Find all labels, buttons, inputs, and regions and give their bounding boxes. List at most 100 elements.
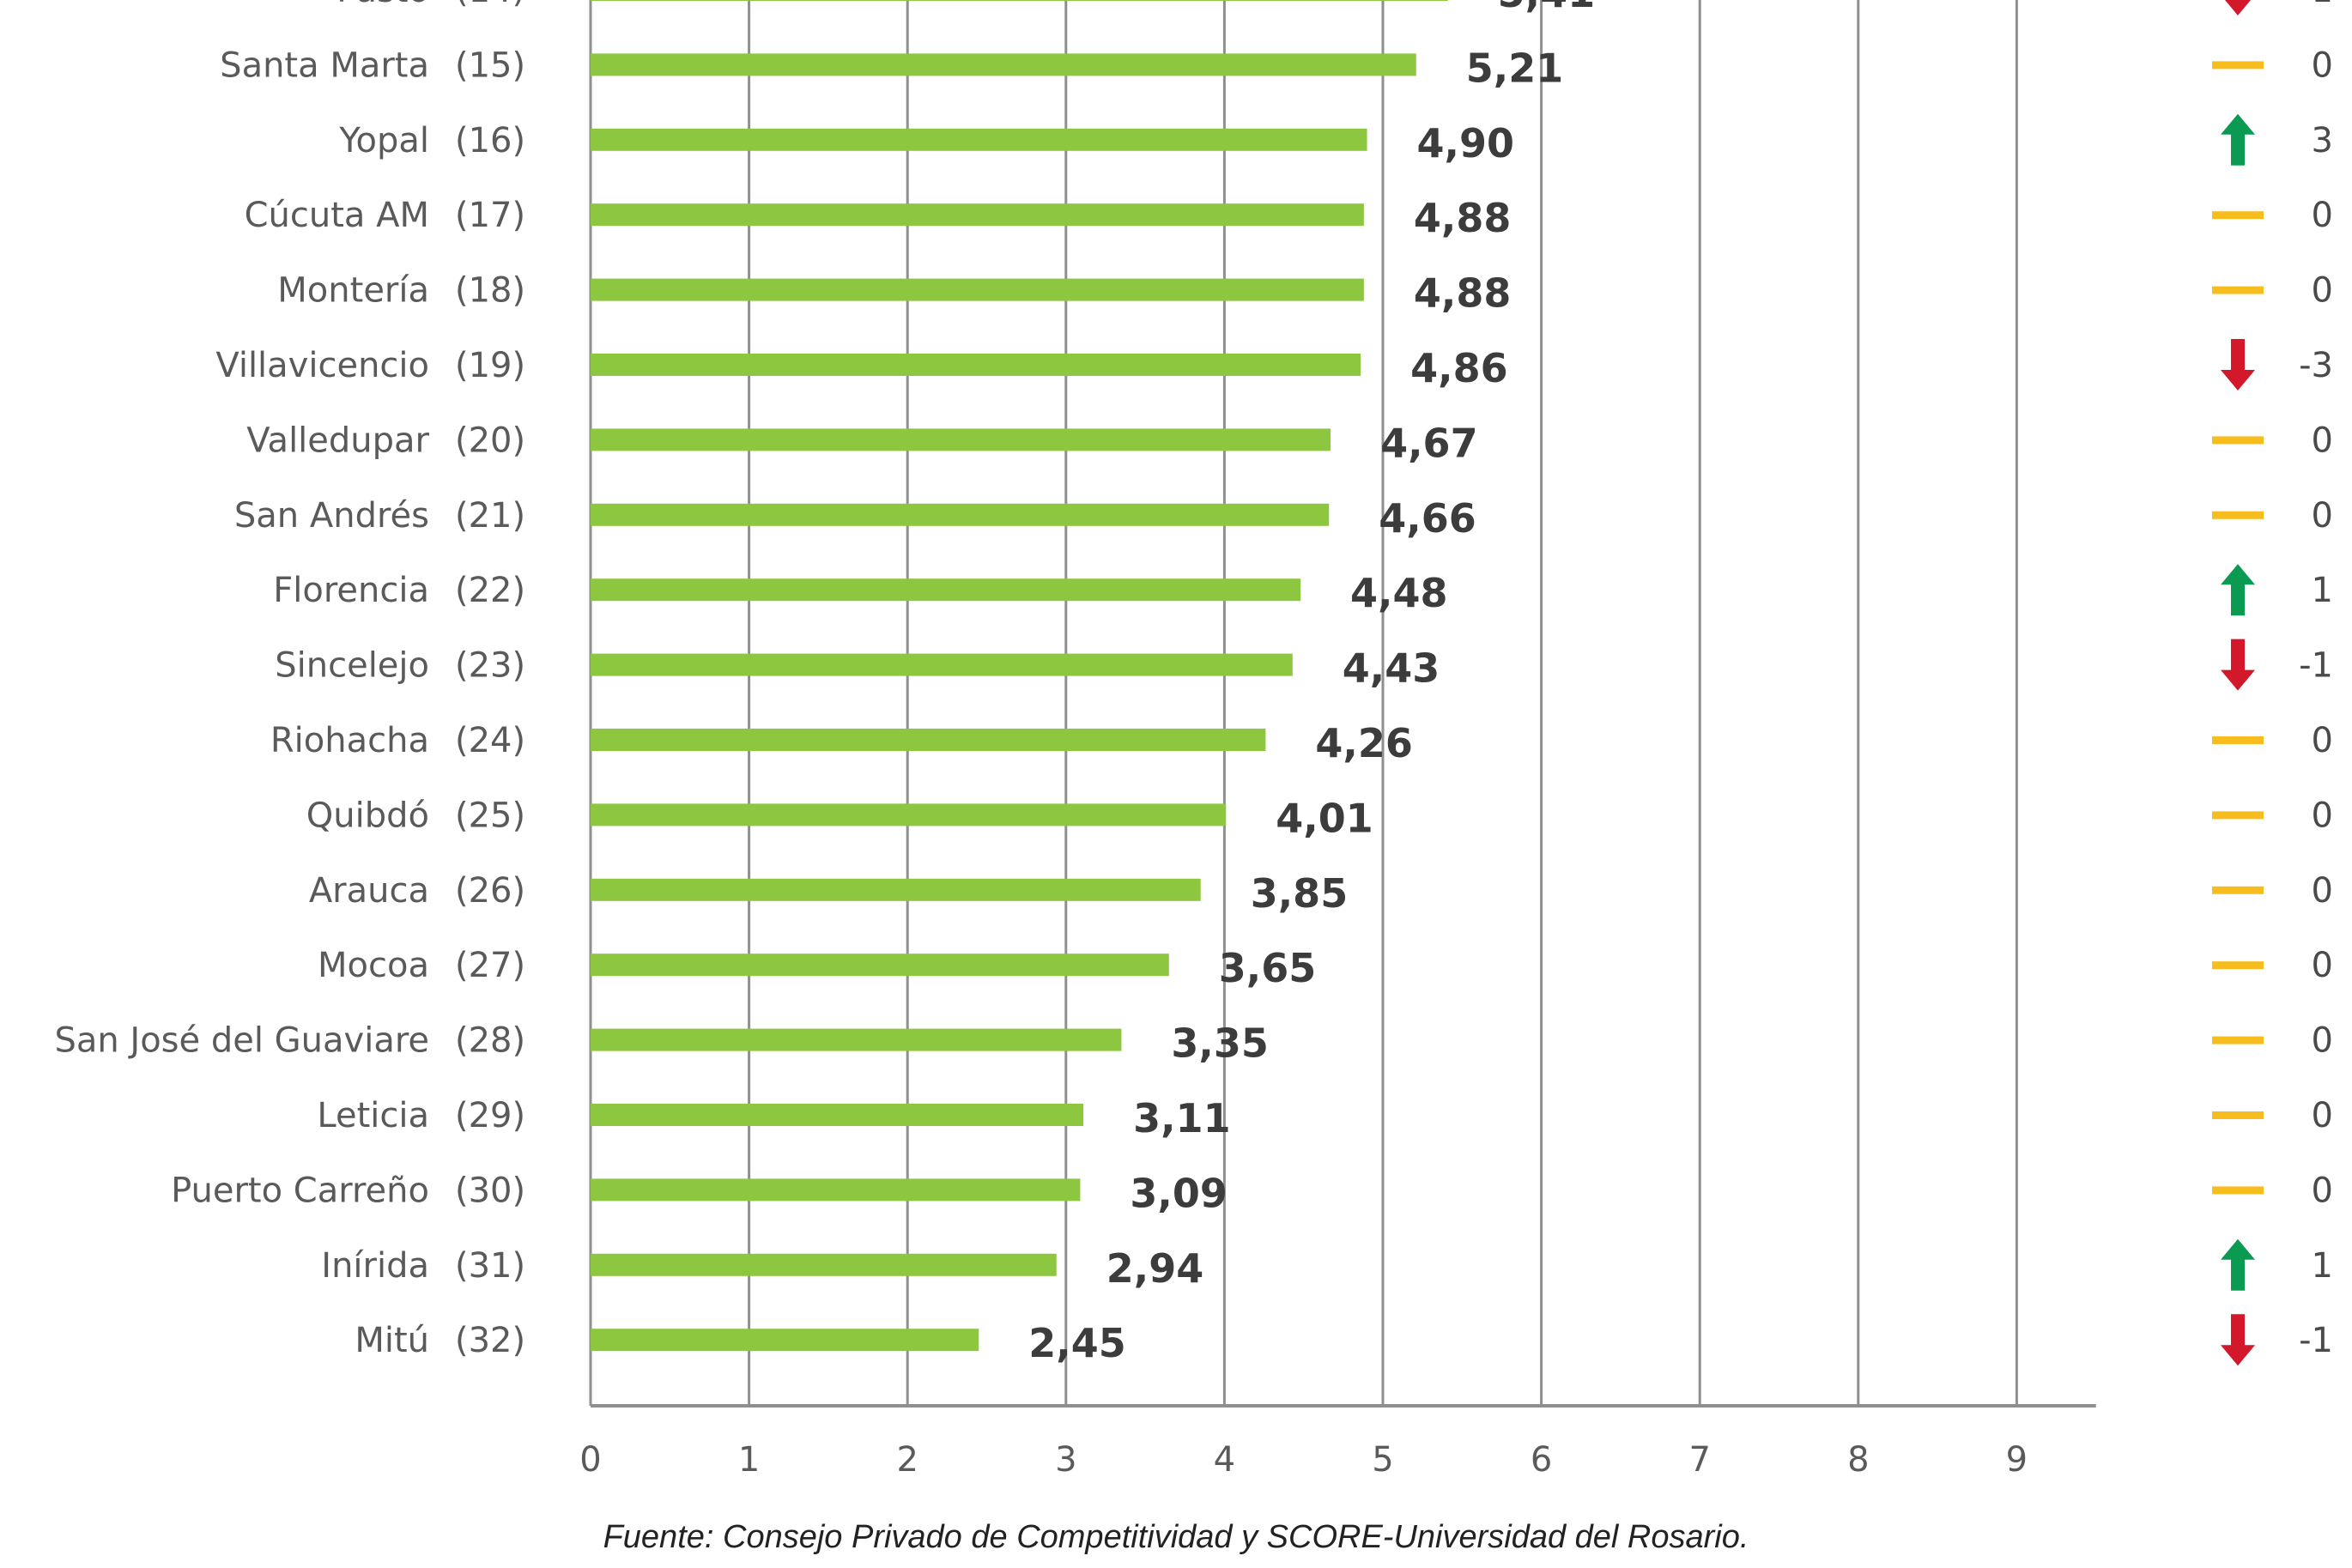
category-label: Cúcuta AM [245, 196, 429, 235]
bar-8 [591, 578, 1301, 602]
x-tick-label-1: 1 [738, 1440, 760, 1480]
value-label: 2,94 [1106, 1245, 1204, 1292]
arrow-up-icon [2221, 564, 2255, 616]
bar-3 [591, 203, 1364, 227]
x-tick-label-4: 4 [1214, 1440, 1235, 1480]
rank-changes: -1 0 3 0 0 -3 0 0 1 -1 0 0 0 0 0 0 0 1 -1 [2212, 0, 2333, 1366]
rank-change-label: 0 [2312, 496, 2333, 536]
rank-label: (32) [455, 1321, 525, 1360]
bar-6 [591, 428, 1331, 451]
bar-12 [591, 878, 1201, 901]
rank-label: (27) [455, 946, 525, 985]
value-label: 3,35 [1171, 1020, 1269, 1067]
bar-14 [591, 1028, 1122, 1051]
arrow-up-icon [2221, 113, 2255, 166]
category-label: Yopal [338, 121, 429, 160]
value-label: 4,26 [1315, 720, 1413, 766]
rank-change-label: 3 [2312, 121, 2333, 160]
dash-icon [2212, 1111, 2264, 1119]
value-label: 4,90 [1417, 120, 1515, 166]
x-tick-label-0: 0 [579, 1440, 601, 1480]
rank-change-label: 0 [2312, 871, 2333, 911]
dash-icon [2212, 61, 2264, 70]
dash-icon [2212, 436, 2264, 445]
rank-change-label: -1 [2299, 1321, 2333, 1360]
bar-17 [591, 1253, 1057, 1276]
value-label: 4,88 [1414, 195, 1512, 241]
category-label: Puerto Carreño [171, 1171, 429, 1210]
value-label: 4,43 [1343, 645, 1440, 692]
dash-icon [2212, 961, 2264, 970]
arrow-down-icon [2221, 639, 2255, 691]
rank-label: (21) [455, 496, 525, 536]
value-label: 4,01 [1276, 795, 1373, 841]
category-label: Villavicencio [215, 346, 429, 385]
arrow-down-icon [2225, 0, 2251, 15]
rank-label: (20) [455, 421, 525, 460]
category-label: Leticia [317, 1096, 429, 1135]
x-tick-label-8: 8 [1847, 1440, 1869, 1480]
value-label: 2,45 [1028, 1320, 1126, 1366]
value-label: 3,11 [1133, 1095, 1231, 1141]
dash-icon [2212, 886, 2264, 894]
x-tick-label-2: 2 [896, 1440, 918, 1480]
rank-change-label: 0 [2312, 1171, 2333, 1210]
dash-icon [2212, 811, 2264, 820]
dash-icon [2212, 1036, 2264, 1044]
rank-label: (17) [455, 196, 525, 235]
rank-change-label: 0 [2312, 271, 2333, 311]
value-label: 5,41 [1498, 0, 1596, 16]
bar-10 [591, 729, 1266, 751]
value-labels: 5,41 5,21 4,90 4,88 4,88 4,86 4,67 4,66 4,48 4,43… [1028, 0, 1595, 1366]
value-label: 4,48 [1350, 570, 1448, 616]
category-label: Riohacha [270, 721, 429, 760]
bar-11 [591, 803, 1227, 826]
dash-icon [2212, 1186, 2264, 1195]
category-label: Arauca [309, 871, 429, 911]
value-label: 3,09 [1130, 1170, 1228, 1216]
value-label: 3,85 [1251, 870, 1349, 917]
bar-7 [591, 503, 1330, 526]
bar-18 [591, 1329, 979, 1352]
rank-change-label: 1 [2312, 1246, 2333, 1286]
bar-2 [591, 128, 1367, 151]
category-label: San Andrés [234, 496, 429, 536]
value-label: 5,21 [1466, 45, 1564, 91]
source-note: Fuente: Consejo Privado de Competitivida… [603, 1519, 1749, 1555]
category-label: Florencia [273, 571, 429, 610]
x-tick-label-3: 3 [1055, 1440, 1076, 1480]
rank-label: (30) [455, 1171, 525, 1210]
rank-label: (26) [455, 871, 525, 911]
bar-4 [591, 278, 1364, 301]
bar-15 [591, 1104, 1084, 1126]
bar-5 [591, 354, 1361, 376]
category-label: Mitú [355, 1321, 429, 1360]
x-tick-label-9: 9 [2006, 1440, 2028, 1480]
rank-change-label: 0 [2312, 1021, 2333, 1061]
rank-change-label: 0 [2312, 196, 2333, 235]
value-label: 4,66 [1379, 495, 1476, 542]
dash-icon [2212, 736, 2264, 744]
grid-lines [589, 0, 2018, 1406]
rank-label: (23) [455, 646, 525, 686]
arrow-down-icon [2221, 339, 2255, 390]
rank-change-label: 0 [2312, 721, 2333, 760]
rank-change-label: 0 [2312, 1096, 2333, 1135]
arrow-down-icon [2221, 1314, 2255, 1366]
category-label: Inírida [321, 1246, 429, 1286]
value-label: 4,88 [1414, 270, 1512, 317]
category-label: Montería [277, 271, 429, 311]
x-tick-label-7: 7 [1688, 1440, 1710, 1480]
dash-icon [2212, 286, 2264, 294]
bar-9 [591, 653, 1293, 676]
bar-1 [591, 53, 1416, 76]
category-label: San José del Guaviare [54, 1021, 429, 1061]
bars [591, 0, 1448, 1352]
rank-label: (31) [455, 1246, 525, 1286]
rank-label: (18) [455, 271, 525, 311]
arrow-up-icon [2221, 1238, 2255, 1291]
bar-16 [591, 1178, 1081, 1202]
category-label: Quibdó [306, 796, 429, 835]
rank-change-label: 0 [2312, 796, 2333, 835]
